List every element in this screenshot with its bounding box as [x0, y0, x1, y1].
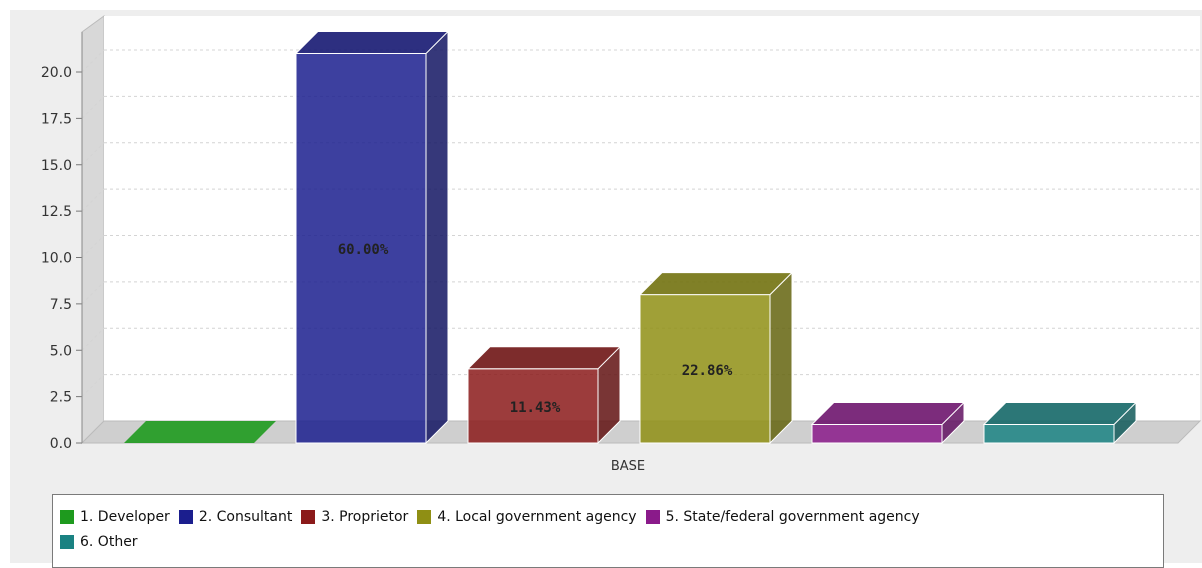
legend-row: 1. Developer 2. Consultant 3. Proprietor 4.… [60, 504, 1163, 529]
legend-item: 6. Other [60, 534, 138, 550]
gridline-wall [81, 49, 105, 73]
y-tick-label: 12.5 [41, 204, 72, 220]
gridline-wall [81, 374, 105, 397]
bar-value-label: 60.00% [338, 242, 389, 258]
bar-6 [982, 401, 1138, 445]
legend-swatch [417, 509, 432, 524]
bar-2 [294, 30, 450, 445]
legend-swatch [60, 509, 74, 524]
legend-swatch [645, 509, 660, 524]
left-wall [81, 15, 105, 445]
gridline-wall [81, 96, 105, 119]
y-tick-label: 17.5 [41, 111, 72, 127]
bar-side [769, 271, 793, 445]
bar-1 [124, 421, 276, 443]
bar-front [295, 52, 427, 444]
bar-front [811, 423, 943, 444]
gridline-wall [81, 327, 105, 351]
legend-label: 4. Local government agency [437, 508, 637, 525]
gridline-wall [81, 188, 105, 212]
bar-front [467, 368, 599, 444]
legend-swatch [178, 509, 193, 524]
legend-item: 3. Proprietor [301, 509, 408, 525]
y-tick-label: 10.0 [41, 251, 72, 267]
bar-top [466, 346, 622, 370]
gridline-wall [81, 142, 105, 166]
bar-5 [810, 401, 966, 445]
legend-label: 3. Proprietor [321, 508, 409, 525]
legend-item: 2. Consultant [178, 508, 293, 525]
bar-front [983, 423, 1115, 444]
bar-value-label: 22.86% [682, 363, 733, 379]
bar-side [425, 30, 449, 445]
legend-label: 2. Consultant [198, 508, 293, 525]
legend-label: 6. Other [80, 533, 138, 550]
legend-label: 5. State/federal government agency [665, 508, 920, 525]
legend-swatch [301, 509, 316, 524]
gridline-wall [81, 235, 105, 258]
legend-item: 1. Developer [60, 509, 170, 525]
y-tick-label: 20.0 [41, 65, 72, 81]
y-tick-label: 5.0 [50, 343, 72, 359]
legend: 1. Developer 2. Consultant 3. Proprietor 4.… [52, 494, 1164, 568]
y-tick-label: 7.5 [50, 297, 72, 313]
legend-item: 5. State/federal government agency [645, 508, 920, 525]
y-tick-label: 15.0 [41, 158, 72, 174]
bar-top [124, 421, 276, 443]
bar-top [638, 272, 794, 296]
legend-swatch [60, 534, 74, 549]
bar-top [294, 30, 450, 54]
bar-4 [638, 271, 794, 445]
bar-top [982, 401, 1138, 425]
y-tick-label: 0.0 [50, 436, 72, 452]
legend-row: 6. Other [60, 529, 1163, 554]
gridline-wall [81, 281, 105, 305]
bar-front [639, 294, 771, 444]
legend-item: 4. Local government agency [417, 508, 637, 525]
bar-3 [466, 345, 622, 445]
legend-label: 1. Developer [80, 508, 170, 525]
y-tick-label: 2.5 [50, 390, 72, 406]
x-category-label: BASE [611, 459, 645, 474]
bar-top [810, 401, 966, 425]
bar-value-label: 11.43% [510, 400, 561, 416]
